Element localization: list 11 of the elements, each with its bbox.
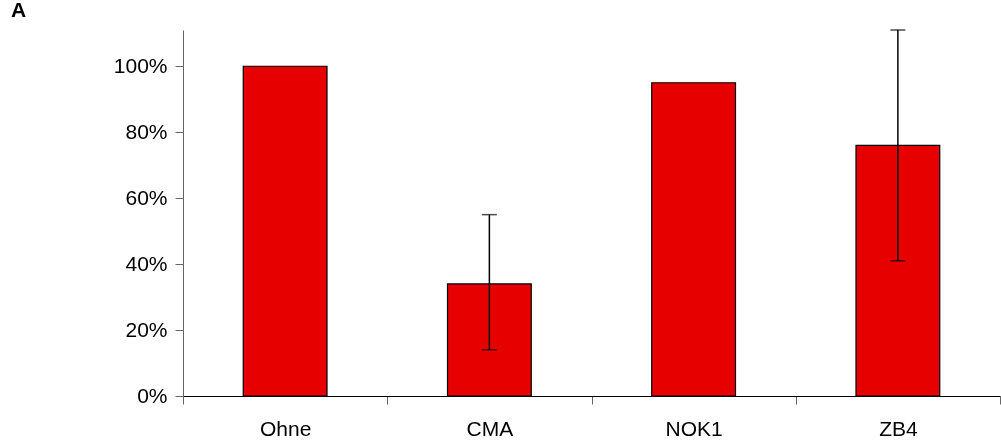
y-tick-label: 80% xyxy=(125,119,168,143)
x-tick-label: NOK1 xyxy=(665,416,723,440)
chart-title: A xyxy=(11,0,27,22)
y-tick-label: 60% xyxy=(125,185,168,209)
y-tick-label: 40% xyxy=(125,251,168,275)
y-tick-label: 100% xyxy=(113,53,168,77)
y-tick-label: 20% xyxy=(125,317,168,341)
y-tick-label: 0% xyxy=(137,383,168,407)
x-tick-label: Ohne xyxy=(259,416,312,440)
x-tick-label: ZB4 xyxy=(879,416,918,440)
x-tick-label: CMA xyxy=(466,416,514,440)
